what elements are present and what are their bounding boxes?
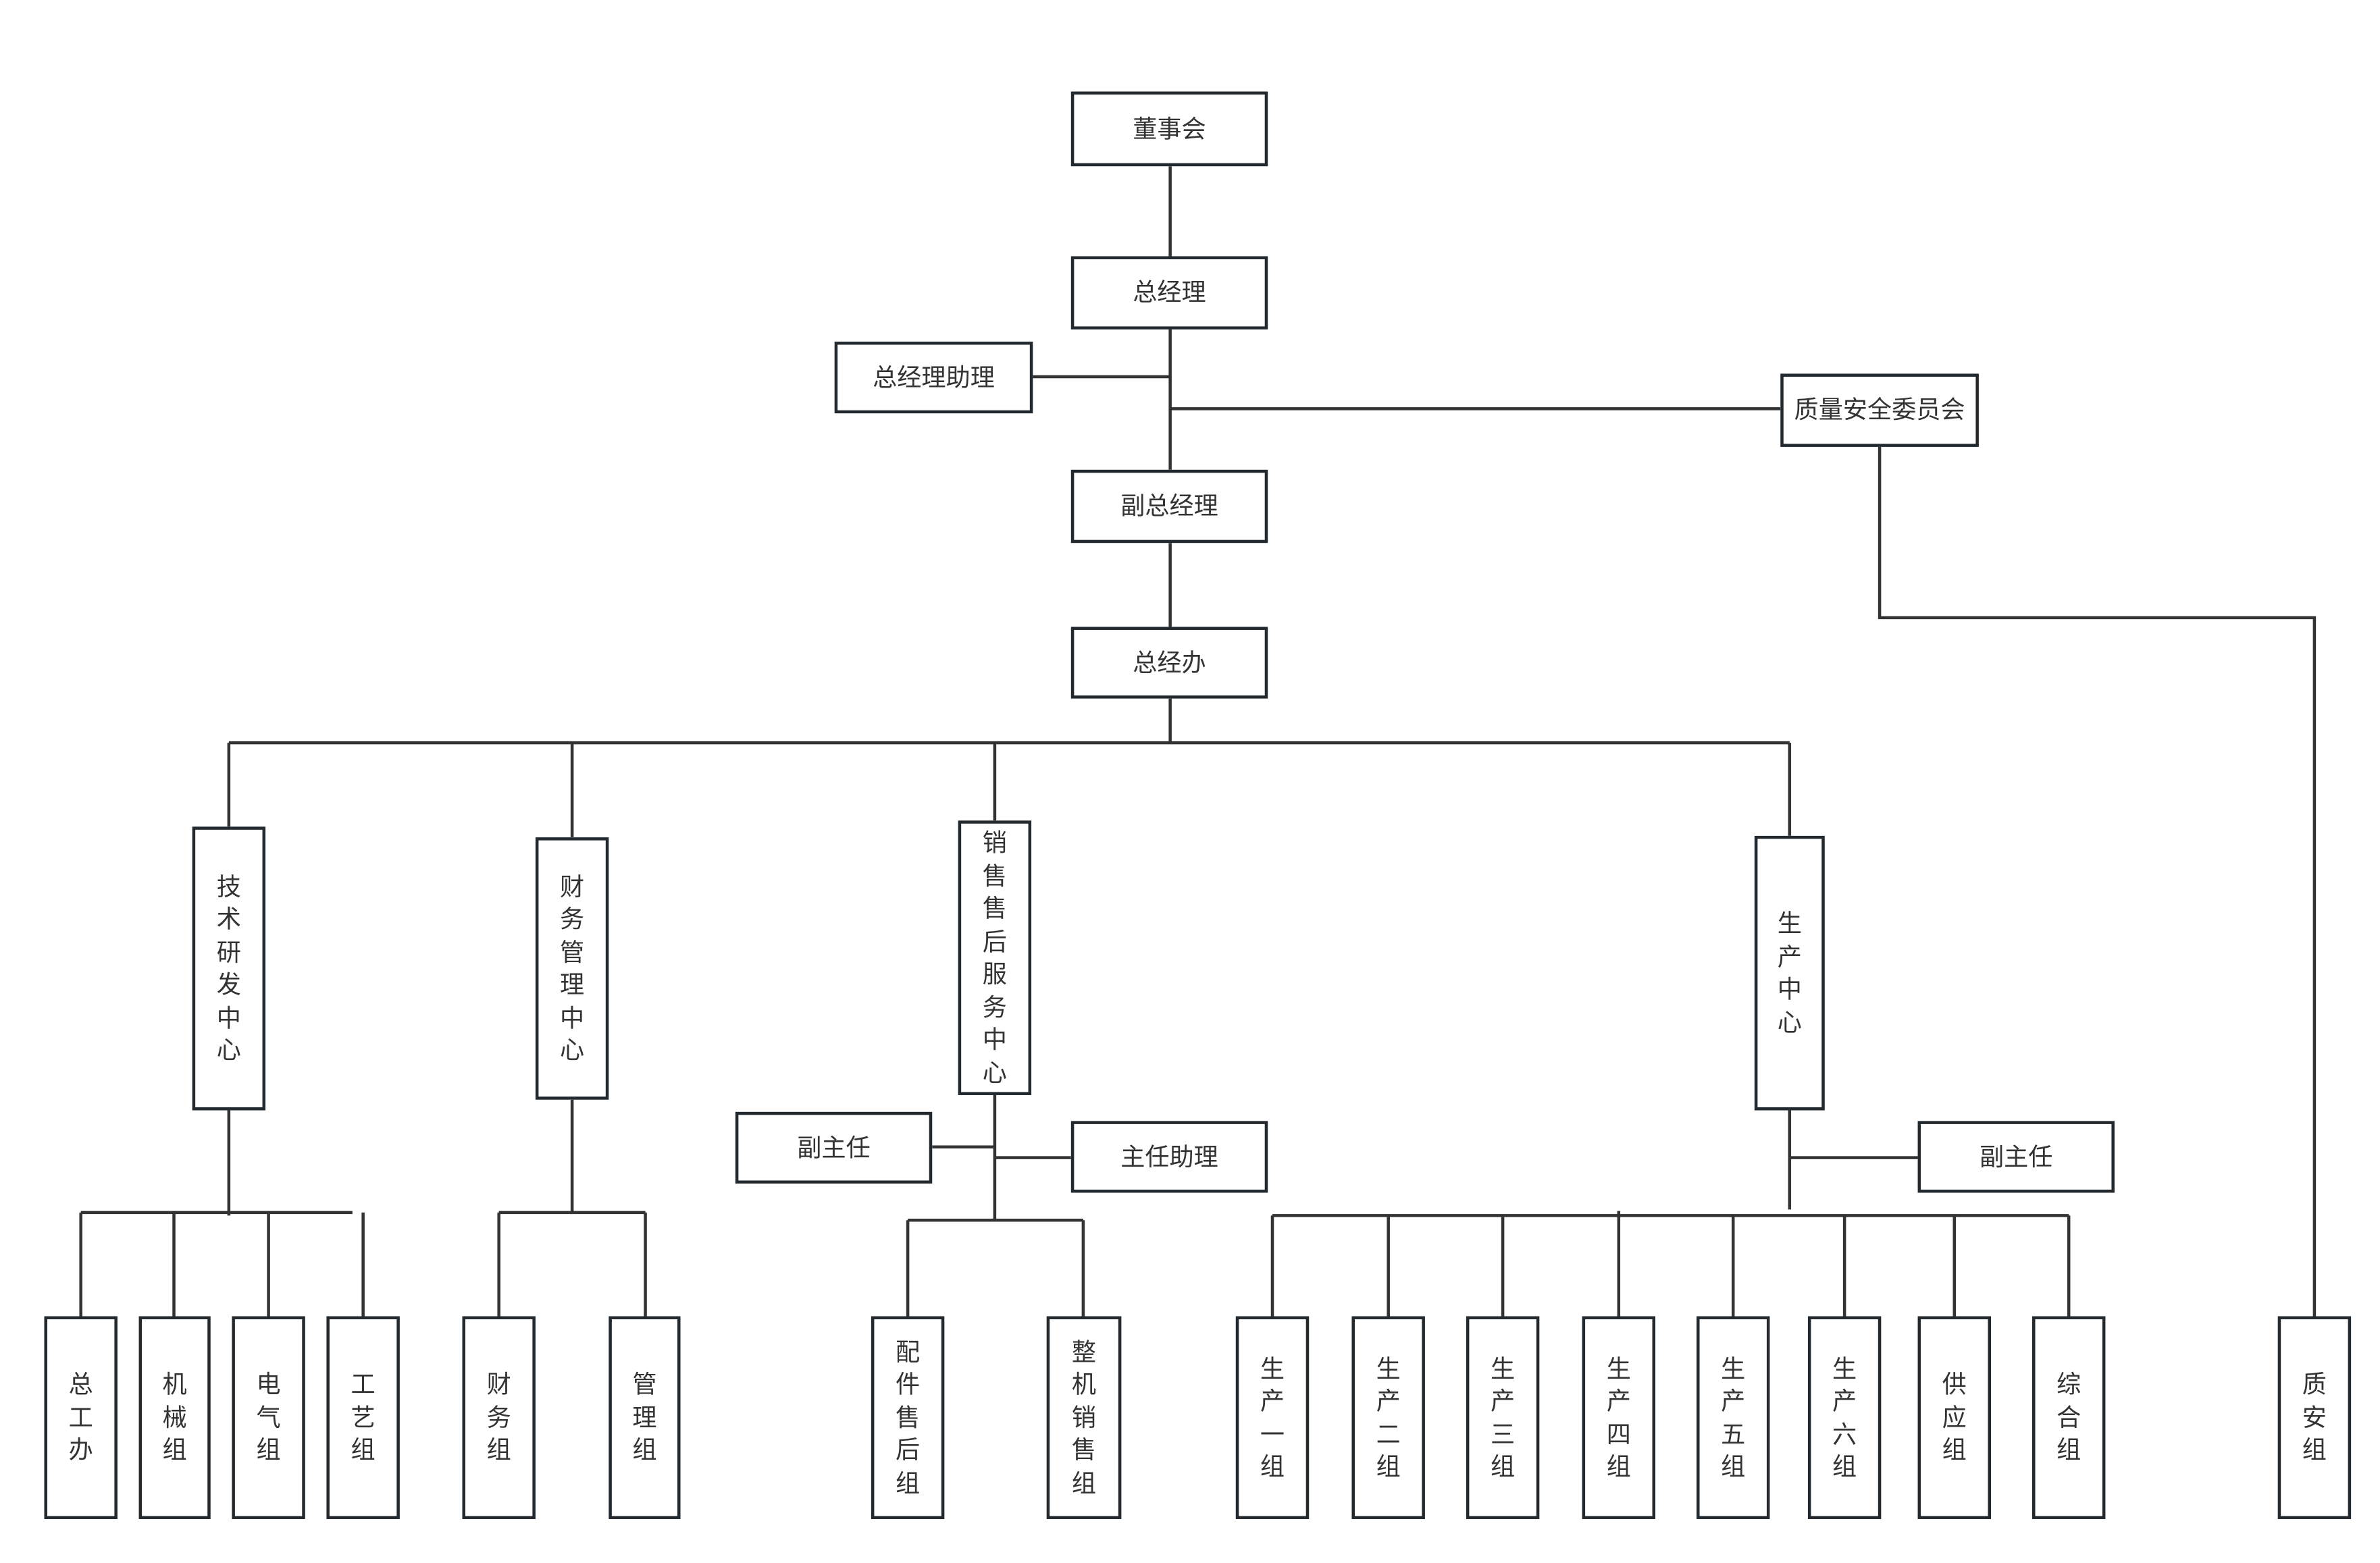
node-sales-center: 销售售后服务中心 — [958, 820, 1032, 1095]
node-gm-office: 总经办 — [1070, 627, 1268, 699]
node-label: 副总经理 — [1120, 491, 1218, 521]
node-label: 总工办 — [68, 1370, 93, 1465]
node-label: 董事会 — [1133, 113, 1206, 143]
node-production-6: 生产六组 — [1807, 1316, 1882, 1519]
node-management-group: 管理组 — [609, 1316, 681, 1519]
node-gm: 总经理 — [1070, 256, 1268, 329]
node-label: 电气组 — [256, 1370, 281, 1465]
node-sales-assistant: 主任助理 — [1070, 1121, 1268, 1193]
node-label: 综合组 — [2056, 1370, 2081, 1465]
node-supply-group: 供应组 — [1917, 1316, 1991, 1519]
node-label: 主任助理 — [1120, 1141, 1218, 1171]
node-production-5: 生产五组 — [1697, 1316, 1770, 1519]
node-production-4: 生产四组 — [1582, 1316, 1656, 1519]
node-label: 生产六组 — [1832, 1353, 1857, 1481]
node-production-deputy: 副主任 — [1917, 1121, 2115, 1193]
connector-line — [1878, 446, 2317, 1317]
node-label: 生产五组 — [1721, 1353, 1746, 1481]
node-label: 生产中心 — [1777, 909, 1802, 1036]
node-label: 总经办 — [1133, 647, 1206, 677]
node-production-center: 生产中心 — [1754, 835, 1825, 1111]
node-label: 副主任 — [797, 1132, 871, 1162]
node-label: 销售售后服务中心 — [982, 828, 1007, 1087]
node-mechanical-group: 机械组 — [138, 1316, 211, 1519]
node-label: 技术研发中心 — [216, 872, 241, 1065]
node-chief-engineer-office: 总工办 — [44, 1316, 118, 1519]
node-finance-center: 财务管理中心 — [535, 837, 609, 1100]
node-finance-group: 财务组 — [462, 1316, 536, 1519]
node-label: 配件售后组 — [895, 1337, 921, 1498]
node-label: 质安组 — [2302, 1370, 2327, 1465]
node-board: 董事会 — [1070, 91, 1268, 167]
node-gm-assistant: 总经理助理 — [834, 342, 1033, 414]
node-label: 整机销售组 — [1071, 1337, 1097, 1498]
node-production-2: 生产二组 — [1351, 1316, 1425, 1519]
node-label: 生产四组 — [1606, 1353, 1631, 1481]
node-process-group: 工艺组 — [326, 1316, 400, 1519]
node-label: 机械组 — [162, 1370, 187, 1465]
node-machine-sales-group: 整机销售组 — [1046, 1316, 1122, 1519]
node-label: 管理组 — [632, 1370, 657, 1465]
node-sales-deputy: 副主任 — [735, 1111, 933, 1184]
node-parts-service-group: 配件售后组 — [871, 1316, 945, 1519]
node-production-1: 生产一组 — [1235, 1316, 1310, 1519]
node-quality-safety-group: 质安组 — [2277, 1316, 2352, 1519]
node-label: 副主任 — [1980, 1141, 2053, 1171]
node-deputy-gm: 副总经理 — [1070, 469, 1268, 544]
node-label: 总经理 — [1133, 277, 1206, 307]
node-tech-center: 技术研发中心 — [192, 826, 266, 1111]
node-label: 财务管理中心 — [560, 872, 585, 1065]
node-label: 生产二组 — [1376, 1353, 1401, 1481]
node-label: 生产一组 — [1260, 1353, 1285, 1481]
node-label: 供应组 — [1942, 1370, 1967, 1465]
node-label: 财务组 — [486, 1370, 511, 1465]
node-label: 工艺组 — [351, 1370, 376, 1465]
node-quality-committee: 质量安全委员会 — [1780, 373, 1979, 447]
node-general-group: 综合组 — [2032, 1316, 2106, 1519]
node-electrical-group: 电气组 — [232, 1316, 305, 1519]
node-label: 质量安全委员会 — [1794, 395, 1965, 425]
node-production-3: 生产三组 — [1466, 1316, 1540, 1519]
node-label: 总经理助理 — [873, 362, 995, 392]
node-label: 生产三组 — [1491, 1353, 1516, 1481]
